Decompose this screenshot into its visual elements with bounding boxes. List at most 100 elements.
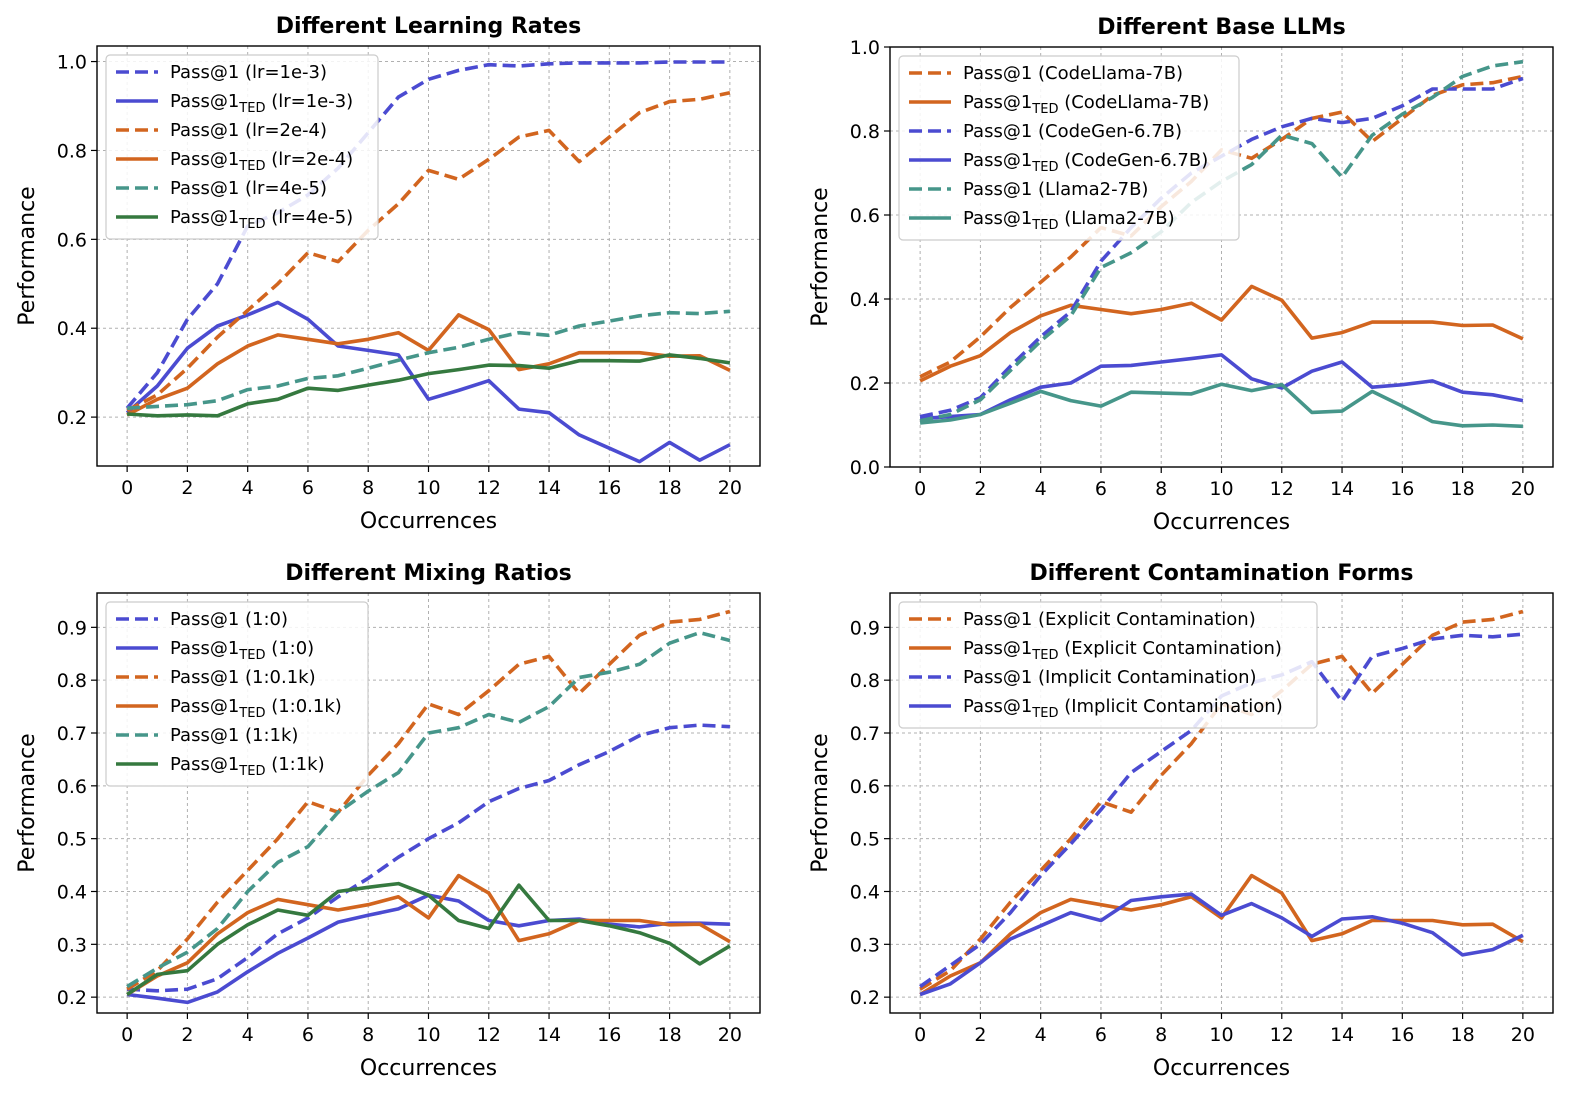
legend-label-subscript: TED [1031, 648, 1058, 663]
y-tick-label: 0.7 [57, 723, 87, 745]
legend: Pass@1 (1:0)Pass@1TED (1:0)Pass@1 (1:0.1… [105, 601, 369, 787]
y-tick-label: 0.4 [57, 318, 87, 340]
x-tick-label: 14 [1330, 1024, 1354, 1046]
legend-label-base: Pass@1 [170, 62, 239, 83]
x-tick-label: 16 [1390, 1024, 1414, 1046]
series-line-1 [919, 609, 1524, 991]
x-tick-label: 6 [1095, 1024, 1107, 1046]
x-tick-label: 4 [1035, 1024, 1047, 1046]
legend-label-subscript: TED [238, 764, 265, 779]
series-line-4 [919, 353, 1524, 421]
legend-box [105, 601, 369, 787]
legend-label-paren: (1:0.1k) [239, 667, 315, 688]
x-tick-label: 20 [1511, 478, 1535, 500]
x-tick-label: 2 [974, 478, 986, 500]
legend-label-paren: (Explicit Contamination) [1058, 638, 1281, 659]
subplot-2: 0 2 4 6 8 10 12 14 16 18 20 0.0 0.2 0.4 0.6 0.8 1.0 Diffe… [808, 15, 1554, 535]
legend: Pass@1 (CodeLlama-7B)Pass@1TED (CodeLlam… [898, 55, 1240, 241]
legend-label-base: Pass@1 [170, 207, 239, 228]
legend-label: Pass@1 (Llama2-7B) [963, 179, 1148, 200]
y-tick-label: 0.5 [57, 829, 87, 851]
legend-label: Pass@1TED (lr=1e-3) [170, 91, 353, 116]
legend-label-paren: (Implicit Contamination) [1058, 696, 1282, 717]
legend-label-paren: (lr=1e-3) [239, 62, 327, 83]
y-tick-label: 0.3 [850, 934, 880, 956]
legend-label: Pass@1TED (Explicit Contamination) [963, 638, 1282, 663]
legend-label-base: Pass@1 [963, 150, 1032, 171]
y-axis-label: Performance [15, 186, 40, 325]
legend-label: Pass@1 (1:1k) [170, 725, 298, 746]
y-axis-label: Performance [808, 187, 833, 326]
legend-label-paren: (1:0) [239, 609, 288, 630]
chart-title: Different Learning Rates [276, 14, 581, 39]
legend-label: Pass@1TED (1:1k) [170, 754, 325, 779]
x-tick-label: 10 [416, 1024, 440, 1046]
legend-box [898, 55, 1240, 241]
series-line-3 [126, 90, 731, 413]
y-tick-label: 0.2 [850, 373, 880, 395]
x-tick-label: 0 [121, 477, 133, 499]
y-tick-label: 0.5 [850, 829, 880, 851]
legend-label-paren: (1:0.1k) [265, 696, 341, 717]
legend-label-subscript: TED [1031, 160, 1058, 175]
legend-label: Pass@1TED (Llama2-7B) [963, 208, 1175, 233]
series-line-2 [125, 300, 731, 464]
legend-label-base: Pass@1 [170, 754, 239, 775]
legend-label-base: Pass@1 [170, 178, 239, 199]
legend-label-base: Pass@1 [963, 92, 1032, 113]
y-tick-label: 0.4 [850, 289, 880, 311]
legend-label: Pass@1 (lr=2e-4) [170, 120, 327, 141]
legend-label-subscript: TED [1031, 706, 1058, 721]
x-tick-label: 16 [597, 1024, 621, 1046]
subplot-1: 0 2 4 6 8 10 12 14 16 18 20 0.2 0.4 0.6 0.8 1.0 Differen… [15, 14, 761, 534]
x-tick-label: 6 [302, 1024, 314, 1046]
series-line-5 [919, 59, 1524, 423]
legend-label-paren: (lr=2e-4) [239, 120, 327, 141]
x-tick-label: 4 [242, 1024, 254, 1046]
series-line-1 [127, 723, 730, 993]
legend-label-base: Pass@1 [170, 91, 239, 112]
x-tick-label: 16 [1390, 478, 1414, 500]
x-tick-label: 10 [1209, 1024, 1233, 1046]
subplot-3: 0 2 4 6 8 10 12 14 16 18 20 0.2 0.3 0.4 0.5 0.6 0.7 0.8 0.… [15, 561, 761, 1081]
y-tick-label: 1.0 [850, 37, 880, 59]
x-tick-label: 2 [974, 1024, 986, 1046]
x-tick-label: 18 [1450, 1024, 1474, 1046]
y-tick-label: 0.2 [57, 407, 87, 429]
x-tick-label: 20 [1511, 1024, 1535, 1046]
y-tick-label: 0.9 [850, 617, 880, 639]
legend-label: Pass@1 (Explicit Contamination) [963, 609, 1256, 630]
legend-box [898, 601, 1318, 729]
legend-label-base: Pass@1 [170, 638, 239, 659]
chart-title: Different Mixing Ratios [285, 561, 571, 586]
x-axis-label: Occurrences [360, 509, 497, 534]
y-tick-label: 0.6 [57, 229, 87, 251]
series-line-4 [126, 313, 731, 417]
legend-label-base: Pass@1 [963, 667, 1032, 688]
legend-label-base: Pass@1 [963, 121, 1032, 142]
x-tick-label: 14 [537, 477, 561, 499]
x-tick-label: 0 [914, 478, 926, 500]
y-tick-label: 0.8 [57, 140, 87, 162]
legend-label-paren: (lr=2e-4) [265, 149, 353, 170]
y-axis-label: Performance [808, 733, 833, 872]
legend-label-paren: (Llama2-7B) [1032, 179, 1148, 200]
x-tick-label: 12 [477, 477, 501, 499]
legend-label: Pass@1 (1:0.1k) [170, 667, 316, 688]
y-tick-label: 0.4 [850, 881, 880, 903]
series-line-4 [126, 873, 731, 997]
legend-label-subscript: TED [238, 159, 265, 174]
legend-label-paren: (CodeLlama-7B) [1032, 63, 1183, 84]
x-tick-label: 4 [1035, 478, 1047, 500]
legend: Pass@1 (Explicit Contamination)Pass@1TED… [898, 601, 1318, 729]
legend-label-subscript: TED [238, 706, 265, 721]
legend-label-base: Pass@1 [170, 725, 239, 746]
legend-label-paren: (lr=1e-3) [265, 91, 353, 112]
legend-label: Pass@1TED (Implicit Contamination) [963, 696, 1283, 721]
legend-label-base: Pass@1 [963, 63, 1032, 84]
legend-label: Pass@1 (lr=4e-5) [170, 178, 327, 199]
series-line-5 [126, 630, 731, 989]
x-axis-label: Occurrences [1153, 1056, 1290, 1081]
series-line-6 [126, 881, 731, 996]
